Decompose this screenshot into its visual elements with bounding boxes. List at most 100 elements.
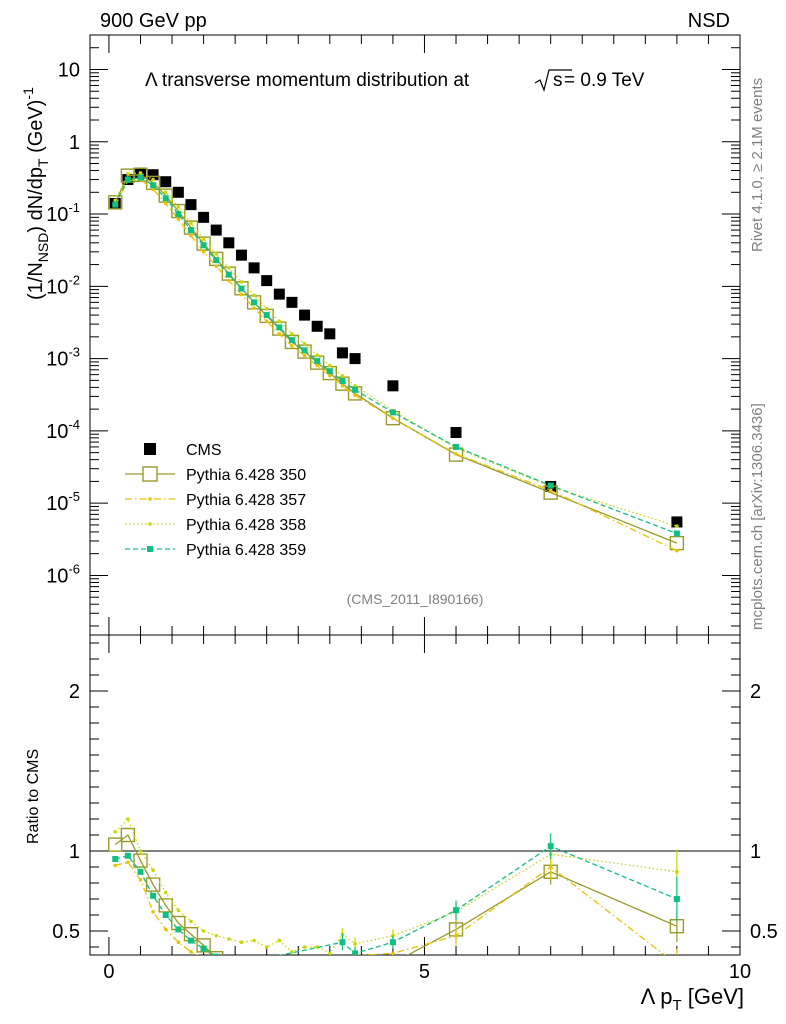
xlabel-part-a: Λ p xyxy=(641,984,673,1009)
ratio-axis-ticks xyxy=(90,635,741,955)
data-point-p350 xyxy=(108,195,123,210)
ratio-point-p357 xyxy=(163,927,168,932)
y-tick-label-exponent: -6 xyxy=(68,561,80,576)
series-p359 xyxy=(112,174,680,537)
data-point-p359 xyxy=(124,176,131,183)
series-line-p359 xyxy=(114,176,678,535)
y-tick-label-mantissa: 10 xyxy=(46,565,68,587)
mcplots-source-text: mcplots.cern.ch [arXiv:1306.3436] xyxy=(749,403,766,630)
ratio-point-p358 xyxy=(176,908,181,912)
data-point-p357 xyxy=(163,201,168,206)
y-tick-label: 1 xyxy=(69,132,80,154)
ratio-y-tick-label-left: 1 xyxy=(69,841,80,863)
data-point-cms xyxy=(198,211,210,223)
y-tick-label: 10-1 xyxy=(46,200,80,226)
data-point-p359 xyxy=(314,357,321,364)
legend-marker-p359 xyxy=(147,546,153,552)
data-point-cms xyxy=(671,516,683,528)
y-tick-label-exponent: -1 xyxy=(68,200,80,215)
ratio-point-p350 xyxy=(145,877,161,892)
legend-label-p357: Pythia 6.428 357 xyxy=(186,492,306,509)
ratio-point-p350 xyxy=(158,898,173,913)
ratio-point-p357 xyxy=(454,934,458,938)
main-y-axis-label: (1/NNSD) dN/dpT (GeV)-1 xyxy=(20,87,51,300)
legend: CMS Pythia 6.428 350 Pythia 6.428 357 Pythi… xyxy=(125,442,306,559)
y-tick-label-mantissa: 10 xyxy=(46,349,68,371)
data-point-p359 xyxy=(352,386,359,393)
data-point-p357 xyxy=(214,264,219,268)
data-point-cms xyxy=(336,347,348,359)
main-plot-series xyxy=(108,167,685,553)
data-point-p359 xyxy=(288,337,295,344)
data-point-p358 xyxy=(126,172,130,176)
data-point-p358 xyxy=(328,363,332,368)
header-left: 900 GeV pp xyxy=(100,10,207,32)
data-point-p358 xyxy=(264,306,269,311)
data-point-p357 xyxy=(340,384,345,388)
data-point-p357 xyxy=(391,416,395,420)
legend-label-p358: Pythia 6.428 358 xyxy=(186,517,306,534)
ratio-point-p358 xyxy=(126,817,130,821)
data-point-p359 xyxy=(238,285,245,292)
ratio-point-p358 xyxy=(227,937,231,941)
data-point-p357 xyxy=(252,306,256,310)
ratio-point-p350 xyxy=(222,973,235,986)
ratio-point-p358 xyxy=(113,830,118,834)
ratio-point-p359 xyxy=(673,896,680,902)
y-tick-label-exponent: -4 xyxy=(68,417,80,432)
data-point-cms xyxy=(235,249,247,261)
data-point-p359 xyxy=(263,312,270,319)
data-point-p359 xyxy=(162,195,169,202)
data-point-p357 xyxy=(315,363,319,368)
ratio-point-p350 xyxy=(108,837,123,852)
ratio-series-p359 xyxy=(112,833,680,969)
data-point-cms xyxy=(349,353,361,365)
legend-item-p350: Pythia 6.428 350 xyxy=(125,466,306,484)
data-point-p359 xyxy=(112,201,119,208)
ylabel-part-d: T xyxy=(35,158,51,167)
y-tick-label-mantissa: 10 xyxy=(58,59,80,81)
ratio-point-p357 xyxy=(202,956,206,960)
data-point-p357 xyxy=(454,452,458,456)
ratio-point-p358 xyxy=(201,929,206,933)
data-point-p359 xyxy=(200,242,207,249)
ratio-point-p357 xyxy=(176,940,181,944)
ratio-point-p359 xyxy=(175,926,182,933)
ratio-point-p357 xyxy=(214,960,218,964)
data-point-cms xyxy=(311,320,323,332)
data-point-p358 xyxy=(227,266,231,270)
main-axis-ticks xyxy=(90,34,741,635)
ratio-point-p359 xyxy=(137,868,144,875)
data-point-p358 xyxy=(163,190,168,195)
ratio-point-p357 xyxy=(227,961,231,965)
data-point-cms xyxy=(210,224,222,236)
ratio-point-p359 xyxy=(162,912,169,918)
data-point-cms xyxy=(223,237,235,249)
y-tick-label-mantissa: 10 xyxy=(46,276,68,298)
data-point-p358 xyxy=(176,205,181,209)
ratio-line-p350 xyxy=(114,834,678,955)
data-point-p358 xyxy=(113,198,118,203)
data-point-p357 xyxy=(675,548,679,553)
ratio-point-p358 xyxy=(302,945,307,949)
ratio-point-p359 xyxy=(226,963,232,969)
ylabel-part-c: ) dN/dp xyxy=(25,167,47,233)
data-point-p358 xyxy=(353,384,357,388)
ratio-point-p359 xyxy=(112,856,119,862)
y-tick-label-exponent: -3 xyxy=(68,345,80,360)
ratio-point-p359 xyxy=(352,950,359,955)
y-tick-label-mantissa: 1 xyxy=(69,132,80,154)
data-point-p359 xyxy=(339,377,346,384)
y-tick-label-mantissa: 10 xyxy=(46,421,68,443)
data-point-p359 xyxy=(150,182,157,189)
ratio-point-p358 xyxy=(163,890,168,895)
data-point-cms xyxy=(387,380,399,392)
data-point-cms xyxy=(299,309,311,321)
data-point-p358 xyxy=(340,373,345,378)
data-point-p359 xyxy=(137,174,144,181)
ratio-point-p350 xyxy=(196,938,211,953)
data-point-p350 xyxy=(669,535,685,551)
ratio-point-p358 xyxy=(151,868,155,872)
ratio-point-p359 xyxy=(453,907,460,914)
data-point-cms xyxy=(248,262,260,274)
